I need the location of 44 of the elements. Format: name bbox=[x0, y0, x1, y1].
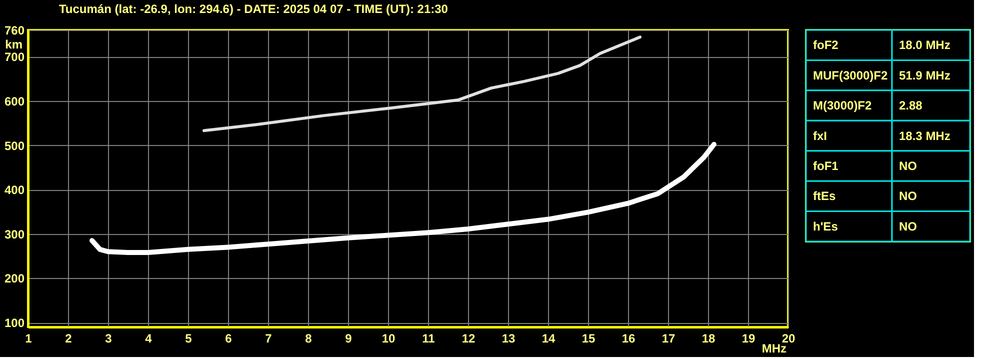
x-tick-label: 12 bbox=[462, 332, 476, 346]
y-tick-label: 760 bbox=[4, 24, 25, 38]
x-tick-label: 17 bbox=[662, 332, 676, 346]
x-tick-label: 4 bbox=[145, 332, 152, 346]
x-tick-label: 15 bbox=[582, 332, 596, 346]
x-tick-label: 10 bbox=[382, 332, 396, 346]
text: foF2 bbox=[813, 38, 839, 52]
text: NO bbox=[899, 219, 917, 234]
text: h'Es bbox=[813, 219, 838, 234]
text: 51.9 MHz bbox=[899, 68, 950, 82]
y-tick-label: 400 bbox=[4, 183, 25, 198]
x-tick-label: 9 bbox=[345, 332, 352, 346]
x-tick-label: 13 bbox=[502, 332, 516, 346]
y-tick-label: 300 bbox=[4, 227, 25, 242]
text: fxI bbox=[813, 128, 828, 143]
x-tick-label: 11 bbox=[422, 332, 436, 346]
text: 2.88 bbox=[899, 98, 923, 113]
x-tick-label: 14 bbox=[542, 332, 556, 346]
text: ftEs bbox=[813, 189, 836, 204]
y-tick-label: 200 bbox=[4, 272, 25, 286]
x-tick-label: 8 bbox=[305, 332, 312, 346]
y-tick-label: 500 bbox=[4, 138, 25, 153]
x-tick-label: 1 bbox=[25, 332, 32, 346]
text: M(3000)F2 bbox=[813, 98, 872, 113]
x-tick-label: 19 bbox=[742, 332, 756, 346]
x-tick-label: 18 bbox=[702, 332, 716, 346]
chart-title: Tucumán (lat: -26.9, lon: 294.6) - DATE: 2025 04 07 - TIME (UT): 21:30 bbox=[58, 2, 448, 16]
x-tick-label: 6 bbox=[225, 332, 232, 346]
x-tick-label: 5 bbox=[185, 332, 192, 346]
y-tick-label: 100 bbox=[4, 316, 25, 330]
x-tick-label: 3 bbox=[105, 332, 112, 346]
x-tick-label: 7 bbox=[265, 332, 272, 346]
y-axis-title: km bbox=[5, 38, 22, 52]
text: NO bbox=[899, 158, 917, 173]
line-series bbox=[202, 36, 642, 132]
x-tick-label: 2 bbox=[65, 332, 72, 346]
text: MUF(3000)F2 bbox=[813, 68, 888, 82]
text: NO bbox=[899, 189, 917, 204]
y-tick-label: 700 bbox=[4, 50, 25, 64]
y-tick-label: 600 bbox=[4, 94, 25, 108]
text: foF1 bbox=[813, 158, 839, 173]
text: 18.0 MHz bbox=[899, 38, 950, 52]
x-tick-label: 16 bbox=[622, 332, 636, 346]
text: 18.3 MHz bbox=[899, 128, 950, 143]
